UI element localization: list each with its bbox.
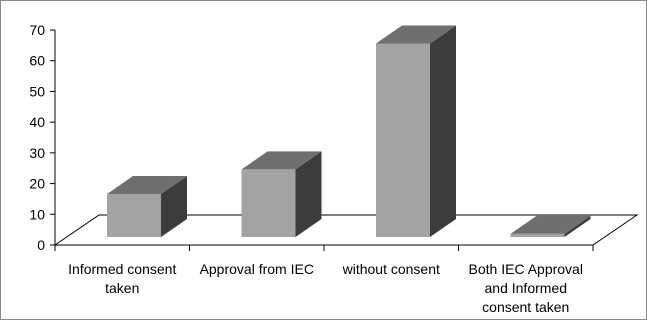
bar <box>107 176 187 237</box>
bar-chart: 0 10 20 30 40 50 60 70 Informed consent taken App… <box>29 22 639 315</box>
x-category-label-line: Approval from IEC <box>200 261 314 277</box>
x-category-label-line: Both IEC Approval <box>469 261 583 277</box>
y-tick-label: 30 <box>29 145 45 161</box>
bar-side <box>161 176 187 237</box>
bar-front <box>510 233 565 237</box>
x-category-label: Approval from IEC <box>200 261 314 277</box>
y-tick-label: 40 <box>29 114 45 130</box>
bar-side <box>295 151 322 237</box>
bar-side <box>430 25 456 237</box>
bars <box>107 25 591 237</box>
x-category-label: Informed consent taken <box>68 261 176 296</box>
bar-front <box>107 194 161 237</box>
bar <box>510 215 591 237</box>
y-tick-label: 70 <box>29 22 45 38</box>
y-tick-label: 60 <box>29 53 45 69</box>
bar-top <box>376 25 456 44</box>
x-category-label-line: and Informed <box>485 280 568 296</box>
x-category-label-line: Informed consent <box>68 261 176 277</box>
bar-front <box>241 169 296 237</box>
bar-side <box>564 215 591 237</box>
y-tick-label: 10 <box>29 206 45 222</box>
x-category-label: Both IEC Approval and Informed consent tak… <box>469 261 583 315</box>
bar-top <box>107 176 187 194</box>
y-tick-label: 50 <box>29 83 45 99</box>
x-category-label: without consent <box>342 261 440 277</box>
bar <box>241 151 322 237</box>
bar-front <box>376 43 430 237</box>
x-category-label-line: consent taken <box>482 299 569 315</box>
y-tick-label: 20 <box>29 176 45 192</box>
x-category-label-line: without consent <box>342 261 440 277</box>
x-category-label-line: taken <box>105 280 139 296</box>
x-axis: Informed consent taken Approval from IEC wi… <box>54 244 594 315</box>
bar-top <box>241 151 322 170</box>
bar-top <box>510 215 591 234</box>
bar <box>376 25 456 237</box>
y-tick-label: 0 <box>37 237 45 253</box>
y-axis: 0 10 20 30 40 50 60 70 <box>29 22 56 253</box>
